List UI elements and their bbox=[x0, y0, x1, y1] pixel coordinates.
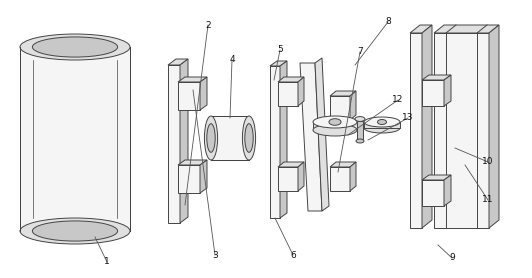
Ellipse shape bbox=[20, 218, 130, 244]
Polygon shape bbox=[168, 59, 188, 65]
Text: 7: 7 bbox=[357, 48, 363, 56]
Polygon shape bbox=[178, 82, 200, 110]
Ellipse shape bbox=[364, 117, 400, 127]
Polygon shape bbox=[422, 175, 451, 180]
Text: 11: 11 bbox=[482, 195, 494, 205]
Polygon shape bbox=[444, 175, 451, 206]
Text: 1: 1 bbox=[104, 257, 110, 267]
Polygon shape bbox=[422, 25, 432, 228]
Polygon shape bbox=[350, 91, 356, 120]
Ellipse shape bbox=[207, 124, 215, 152]
Polygon shape bbox=[350, 162, 356, 191]
Polygon shape bbox=[330, 96, 350, 120]
Polygon shape bbox=[278, 77, 304, 82]
Polygon shape bbox=[434, 25, 499, 33]
Ellipse shape bbox=[32, 37, 118, 57]
Polygon shape bbox=[422, 80, 444, 106]
Polygon shape bbox=[278, 82, 298, 106]
Ellipse shape bbox=[356, 139, 364, 143]
Polygon shape bbox=[270, 61, 287, 66]
Polygon shape bbox=[20, 47, 130, 231]
Polygon shape bbox=[434, 33, 489, 228]
Ellipse shape bbox=[329, 119, 341, 125]
Ellipse shape bbox=[32, 221, 118, 241]
Polygon shape bbox=[200, 160, 207, 193]
Polygon shape bbox=[315, 58, 329, 211]
Ellipse shape bbox=[313, 124, 357, 136]
Text: 5: 5 bbox=[277, 46, 283, 54]
Text: 8: 8 bbox=[385, 18, 391, 26]
Polygon shape bbox=[422, 75, 451, 80]
Polygon shape bbox=[180, 59, 188, 223]
Text: 6: 6 bbox=[290, 250, 296, 259]
Polygon shape bbox=[330, 91, 356, 96]
Polygon shape bbox=[330, 162, 356, 167]
Polygon shape bbox=[330, 167, 350, 191]
Polygon shape bbox=[489, 25, 499, 228]
Ellipse shape bbox=[245, 124, 253, 152]
Polygon shape bbox=[178, 165, 200, 193]
Text: 3: 3 bbox=[212, 250, 218, 259]
Ellipse shape bbox=[20, 34, 130, 60]
Text: 4: 4 bbox=[229, 56, 235, 64]
Polygon shape bbox=[410, 33, 422, 228]
Polygon shape bbox=[298, 162, 304, 191]
Polygon shape bbox=[422, 180, 444, 206]
Polygon shape bbox=[200, 77, 207, 110]
Polygon shape bbox=[178, 77, 207, 82]
Polygon shape bbox=[278, 162, 304, 167]
Polygon shape bbox=[300, 63, 322, 211]
Ellipse shape bbox=[313, 116, 357, 128]
Polygon shape bbox=[168, 65, 180, 223]
Polygon shape bbox=[357, 121, 363, 139]
Text: 12: 12 bbox=[392, 96, 404, 105]
Polygon shape bbox=[178, 160, 207, 165]
Ellipse shape bbox=[243, 116, 255, 160]
Polygon shape bbox=[410, 25, 432, 33]
Text: 9: 9 bbox=[449, 254, 455, 262]
Polygon shape bbox=[211, 116, 249, 160]
Ellipse shape bbox=[204, 116, 218, 160]
Text: 2: 2 bbox=[205, 21, 211, 29]
Polygon shape bbox=[278, 167, 298, 191]
Polygon shape bbox=[364, 122, 400, 128]
Text: 10: 10 bbox=[482, 158, 494, 167]
Ellipse shape bbox=[364, 123, 400, 133]
Polygon shape bbox=[298, 77, 304, 106]
Text: 13: 13 bbox=[402, 113, 414, 123]
Polygon shape bbox=[313, 122, 357, 130]
Polygon shape bbox=[270, 66, 280, 218]
Ellipse shape bbox=[355, 116, 365, 121]
Polygon shape bbox=[280, 61, 287, 218]
Ellipse shape bbox=[378, 120, 387, 125]
Polygon shape bbox=[444, 75, 451, 106]
